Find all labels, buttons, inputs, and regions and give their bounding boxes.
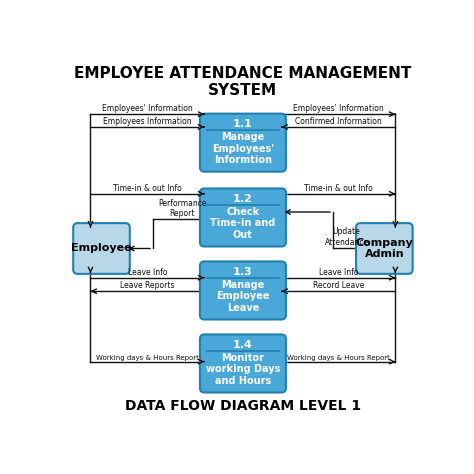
Text: Working days & Hours Report: Working days & Hours Report (287, 355, 390, 361)
FancyBboxPatch shape (200, 335, 286, 392)
Text: Check
Time-in and
Out: Check Time-in and Out (210, 207, 275, 240)
FancyBboxPatch shape (73, 223, 130, 274)
Text: 1.1: 1.1 (233, 119, 253, 129)
Text: Manage
Employees'
Informtion: Manage Employees' Informtion (212, 132, 274, 165)
Text: Time-in & out Info: Time-in & out Info (304, 183, 373, 192)
FancyBboxPatch shape (200, 262, 286, 319)
Text: 1.4: 1.4 (233, 340, 253, 350)
Text: DATA FLOW DIAGRAM LEVEL 1: DATA FLOW DIAGRAM LEVEL 1 (125, 399, 361, 413)
Text: Leave Info: Leave Info (128, 268, 167, 277)
Text: 1.3: 1.3 (233, 267, 253, 277)
Text: Employees' Information: Employees' Information (293, 104, 384, 113)
Text: Working days & Hours Report: Working days & Hours Report (96, 355, 199, 361)
Text: Update
Attendance: Update Attendance (325, 227, 369, 246)
Text: EMPLOYEE ATTENDANCE MANAGEMENT
SYSTEM: EMPLOYEE ATTENDANCE MANAGEMENT SYSTEM (74, 66, 411, 99)
Text: Company
Admin: Company Admin (356, 237, 413, 259)
Text: Monitor
working Days
and Hours: Monitor working Days and Hours (206, 353, 280, 386)
Text: Manage
Employee
Leave: Manage Employee Leave (216, 280, 270, 313)
Text: Performance
Report: Performance Report (158, 199, 207, 218)
FancyBboxPatch shape (200, 189, 286, 246)
Text: Employees' Information: Employees' Information (102, 104, 193, 113)
Text: 1.2: 1.2 (233, 194, 253, 204)
Text: Employees Information: Employees Information (103, 117, 191, 126)
FancyBboxPatch shape (356, 223, 413, 274)
Text: Leave Reports: Leave Reports (120, 281, 174, 290)
Text: Employee: Employee (71, 244, 132, 254)
Text: Confirmed Information: Confirmed Information (295, 117, 382, 126)
FancyBboxPatch shape (200, 114, 286, 172)
Text: Leave Info: Leave Info (319, 268, 358, 277)
Text: Record Leave: Record Leave (313, 281, 364, 290)
Text: Time-in & out Info: Time-in & out Info (113, 183, 182, 192)
